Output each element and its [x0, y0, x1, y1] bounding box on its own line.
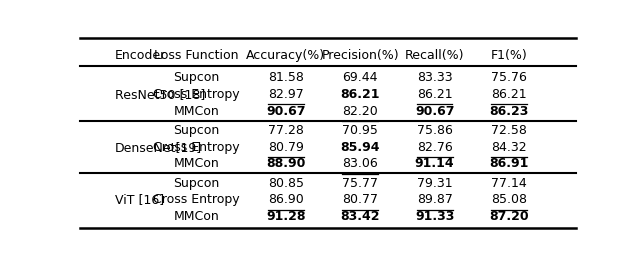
- Text: Recall(%): Recall(%): [405, 49, 465, 62]
- Text: 89.87: 89.87: [417, 193, 452, 206]
- Text: 83.33: 83.33: [417, 71, 452, 84]
- Text: 91.14: 91.14: [415, 157, 454, 170]
- Text: 80.79: 80.79: [268, 140, 304, 154]
- Text: 82.76: 82.76: [417, 140, 452, 154]
- Text: 85.94: 85.94: [340, 140, 380, 154]
- Text: 72.58: 72.58: [491, 124, 527, 137]
- Text: 86.23: 86.23: [490, 104, 529, 117]
- Text: Cross Entropy: Cross Entropy: [153, 193, 240, 206]
- Text: Cross Entropy: Cross Entropy: [153, 88, 240, 101]
- Text: Supcon: Supcon: [173, 124, 220, 137]
- Text: 69.44: 69.44: [342, 71, 378, 84]
- Text: 83.42: 83.42: [340, 210, 380, 223]
- Text: 91.28: 91.28: [266, 210, 305, 223]
- Text: Accuracy(%): Accuracy(%): [246, 49, 325, 62]
- Text: 91.33: 91.33: [415, 210, 454, 223]
- Text: Loss Function: Loss Function: [154, 49, 239, 62]
- Text: 77.28: 77.28: [268, 124, 304, 137]
- Text: 75.86: 75.86: [417, 124, 452, 137]
- Text: 84.32: 84.32: [492, 140, 527, 154]
- Text: MMCon: MMCon: [173, 157, 220, 170]
- Text: 80.77: 80.77: [342, 193, 378, 206]
- Text: 88.90: 88.90: [266, 157, 305, 170]
- Text: 70.95: 70.95: [342, 124, 378, 137]
- Text: 75.76: 75.76: [491, 71, 527, 84]
- Text: 86.90: 86.90: [268, 193, 304, 206]
- Text: F1(%): F1(%): [491, 49, 527, 62]
- Text: 86.21: 86.21: [492, 88, 527, 101]
- Text: 86.91: 86.91: [490, 157, 529, 170]
- Text: 82.97: 82.97: [268, 88, 304, 101]
- Text: 79.31: 79.31: [417, 176, 452, 190]
- Text: 90.67: 90.67: [266, 104, 305, 117]
- Text: Supcon: Supcon: [173, 176, 220, 190]
- Text: MMCon: MMCon: [173, 104, 220, 117]
- Text: 81.58: 81.58: [268, 71, 304, 84]
- Text: 85.08: 85.08: [491, 193, 527, 206]
- Text: 75.77: 75.77: [342, 176, 378, 190]
- Text: Encoder: Encoder: [115, 49, 166, 62]
- Text: Supcon: Supcon: [173, 71, 220, 84]
- Text: MMCon: MMCon: [173, 210, 220, 223]
- Text: 90.67: 90.67: [415, 104, 454, 117]
- Text: 86.21: 86.21: [417, 88, 452, 101]
- Text: 77.14: 77.14: [491, 176, 527, 190]
- Text: Cross Entropy: Cross Entropy: [153, 140, 240, 154]
- Text: ResNet50 [18]: ResNet50 [18]: [115, 88, 205, 101]
- Text: 82.20: 82.20: [342, 104, 378, 117]
- Text: Precision(%): Precision(%): [321, 49, 399, 62]
- Text: 87.20: 87.20: [489, 210, 529, 223]
- Text: 86.21: 86.21: [340, 88, 380, 101]
- Text: 80.85: 80.85: [268, 176, 304, 190]
- Text: 83.06: 83.06: [342, 157, 378, 170]
- Text: DenseNet[19]: DenseNet[19]: [115, 140, 202, 154]
- Text: ViT [16]: ViT [16]: [115, 193, 164, 206]
